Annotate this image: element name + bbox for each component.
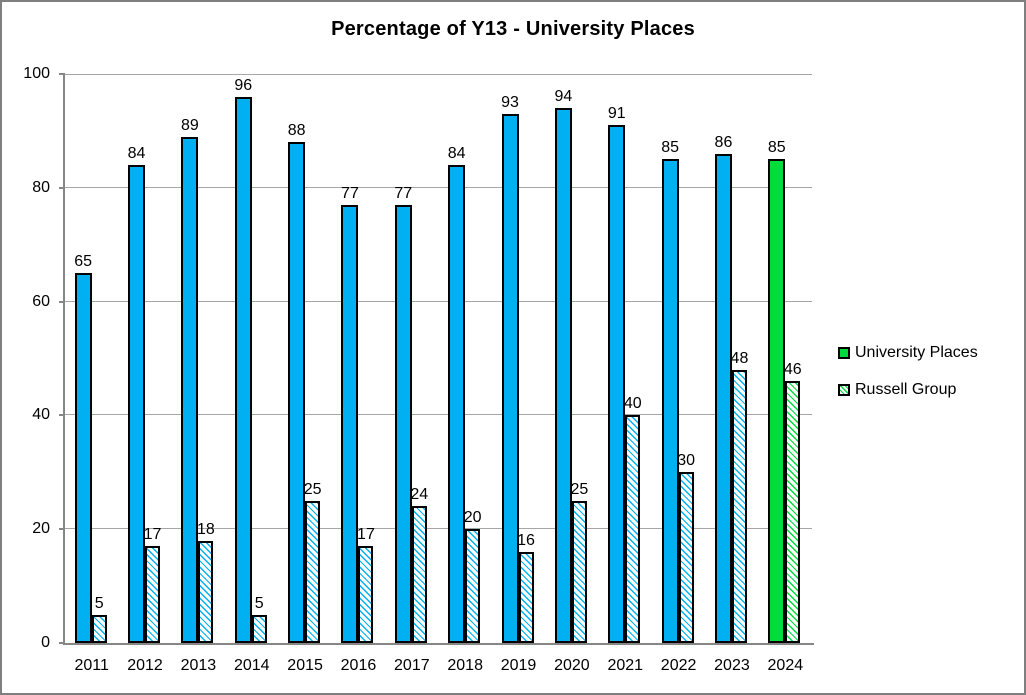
data-label-russell-group-2012: 17 [143, 526, 162, 544]
data-label-university-places-2019: 93 [501, 93, 519, 111]
data-label-university-places-2017: 77 [394, 184, 413, 202]
data-label-russell-group-2016: 17 [357, 526, 375, 544]
bar-university-places-2022 [661, 159, 679, 643]
data-label-russell-group-2017: 24 [410, 486, 429, 504]
x-axis-label-2017: 2017 [394, 657, 430, 674]
y-axis-tick-0 [59, 642, 65, 644]
data-label-russell-group-2023: 48 [730, 349, 749, 367]
legend-marker-russell-group-icon [838, 383, 850, 396]
bar-russell-group-2021 [625, 415, 641, 643]
bar-university-places-2011 [74, 273, 92, 643]
data-label-university-places-2014: 96 [234, 76, 253, 94]
bar-russell-group-2017 [411, 506, 427, 643]
y-axis-label: 40 [32, 406, 50, 424]
x-axis-label-2014: 2014 [233, 657, 270, 674]
data-label-university-places-2020: 94 [554, 88, 573, 106]
y-axis-line [63, 74, 65, 645]
y-axis-tick-20 [59, 528, 65, 531]
x-axis-label-2011: 2011 [74, 657, 109, 674]
bar-russell-group-2015 [305, 501, 321, 643]
bar-russell-group-2022 [678, 472, 694, 643]
data-label-university-places-2018: 84 [447, 145, 466, 163]
bar-university-places-2024 [768, 159, 786, 643]
data-label-university-places-2013: 89 [180, 116, 199, 134]
data-label-university-places-2024: 85 [767, 139, 786, 157]
chart-title: Percentage of Y13 - University Places [331, 18, 695, 40]
data-label-russell-group-2011: 5 [94, 594, 104, 612]
x-axis-label-2024: 2024 [767, 657, 804, 674]
data-label-russell-group-2020: 25 [570, 480, 589, 498]
bar-university-places-2020 [554, 108, 572, 643]
data-label-university-places-2023: 86 [714, 133, 733, 151]
bar-russell-group-2024 [785, 381, 801, 643]
bar-russell-group-2016 [358, 546, 374, 643]
x-axis-label-2022: 2022 [660, 657, 697, 674]
legend-label-university-places: University Places [855, 343, 978, 361]
gridline-40 [65, 414, 812, 416]
data-label-russell-group-2022: 30 [677, 452, 695, 470]
legend: University Places Russell Group [838, 344, 978, 398]
bar-university-places-2021 [608, 125, 626, 643]
x-axis-label-2023: 2023 [714, 657, 750, 674]
bar-university-places-2016 [341, 205, 359, 643]
plot-area: 65 5 84 17 89 18 96 5 88 25 77 17 77 24 84 20 93 16 94 25 91… [65, 74, 812, 643]
bar-russell-group-2020 [571, 501, 587, 643]
x-axis-label-2015: 2015 [287, 657, 323, 674]
data-label-university-places-2021: 91 [607, 105, 626, 123]
y-axis-label: 0 [41, 634, 50, 651]
legend-item-university-places: University Places [838, 344, 978, 361]
bar-university-places-2015 [288, 142, 306, 643]
data-label-russell-group-2014: 5 [254, 594, 264, 612]
data-label-russell-group-2024: 46 [783, 361, 802, 379]
x-axis-label-2019: 2019 [500, 657, 537, 674]
data-label-university-places-2016: 77 [341, 184, 359, 202]
data-label-university-places-2012: 84 [127, 145, 146, 163]
data-label-university-places-2015: 88 [287, 122, 306, 140]
y-axis-label: 100 [23, 65, 50, 82]
bar-russell-group-2013 [198, 541, 214, 643]
gridline-60 [65, 300, 812, 302]
x-axis-label-2016: 2016 [340, 657, 377, 674]
bar-russell-group-2012 [145, 546, 161, 643]
bar-russell-group-2014 [251, 615, 267, 643]
legend-label-russell-group: Russell Group [855, 380, 957, 398]
bar-university-places-2017 [394, 205, 412, 643]
y-axis-tick-60 [59, 300, 65, 303]
x-axis-label-2018: 2018 [447, 657, 483, 674]
bar-russell-group-2023 [731, 370, 747, 643]
gridline-80 [65, 186, 812, 188]
y-axis-label: 80 [32, 178, 50, 196]
data-label-russell-group-2018: 20 [463, 509, 482, 527]
x-axis-label-2021: 2021 [607, 657, 644, 674]
bar-university-places-2012 [128, 165, 146, 643]
x-axis-label-2013: 2013 [180, 657, 217, 674]
bar-russell-group-2018 [465, 529, 481, 643]
data-label-russell-group-2019: 16 [517, 531, 535, 549]
data-label-university-places-2022: 85 [661, 139, 679, 157]
bar-university-places-2018 [448, 165, 466, 643]
data-label-russell-group-2013: 18 [196, 520, 215, 538]
bar-university-places-2014 [234, 97, 252, 643]
legend-marker-university-places-icon [838, 346, 850, 359]
gridline-100 [65, 74, 812, 75]
data-label-russell-group-2021: 40 [623, 395, 642, 413]
y-axis-tick-80 [59, 186, 65, 189]
x-axis-label-2020: 2020 [554, 657, 590, 674]
gridline-20 [65, 528, 812, 530]
y-axis-label: 60 [32, 292, 50, 310]
bar-university-places-2019 [501, 114, 519, 643]
data-label-university-places-2011: 65 [74, 253, 93, 271]
y-axis-tick-100 [59, 73, 65, 75]
bar-russell-group-2011 [91, 615, 107, 643]
x-axis-label-2012: 2012 [127, 657, 163, 674]
bar-university-places-2013 [181, 137, 199, 643]
bar-university-places-2023 [714, 154, 732, 643]
y-axis-label: 20 [32, 520, 50, 538]
data-label-russell-group-2015: 25 [303, 480, 322, 498]
y-axis-tick-40 [59, 414, 65, 417]
x-axis-line [63, 643, 814, 645]
bar-russell-group-2019 [518, 552, 534, 643]
legend-item-russell-group: Russell Group [838, 381, 978, 398]
